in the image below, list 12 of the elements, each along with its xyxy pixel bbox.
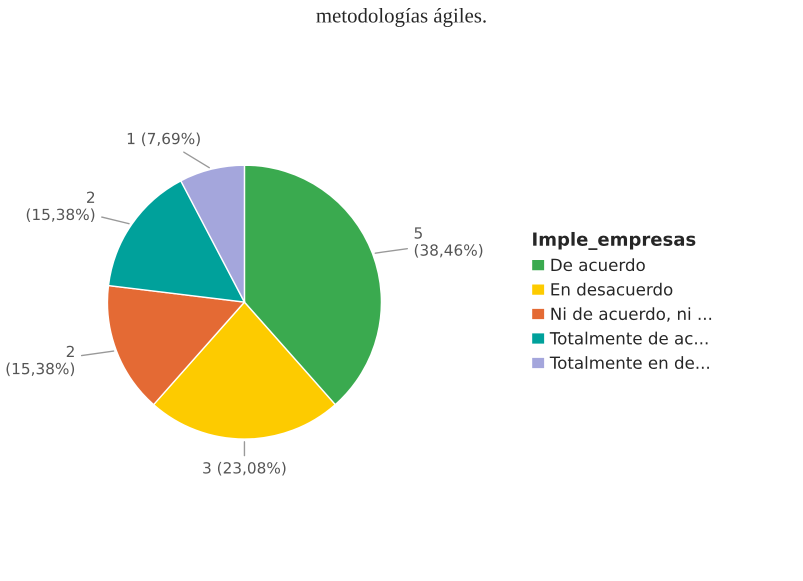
data-label: 2 (15,38%): [26, 192, 94, 222]
data-label: 5 (38,46%): [414, 227, 482, 258]
legend-label: De acuerdo: [551, 258, 645, 272]
legend-label: Ni de acuerdo, ni ...: [551, 307, 712, 322]
data-label: 2 (15,38%): [6, 346, 74, 376]
data-label: 3 (23,08%): [203, 462, 286, 476]
legend-title: Imple_empresas: [533, 232, 696, 250]
legend-label: Totalmente en de...: [550, 356, 709, 370]
data-label: 1 (7,69%): [128, 132, 200, 146]
legend-label: En desacuerdo: [551, 282, 672, 296]
legend-label: Totalmente de ac...: [550, 332, 708, 345]
chart-title: metodologías ágiles.: [316, 8, 486, 27]
